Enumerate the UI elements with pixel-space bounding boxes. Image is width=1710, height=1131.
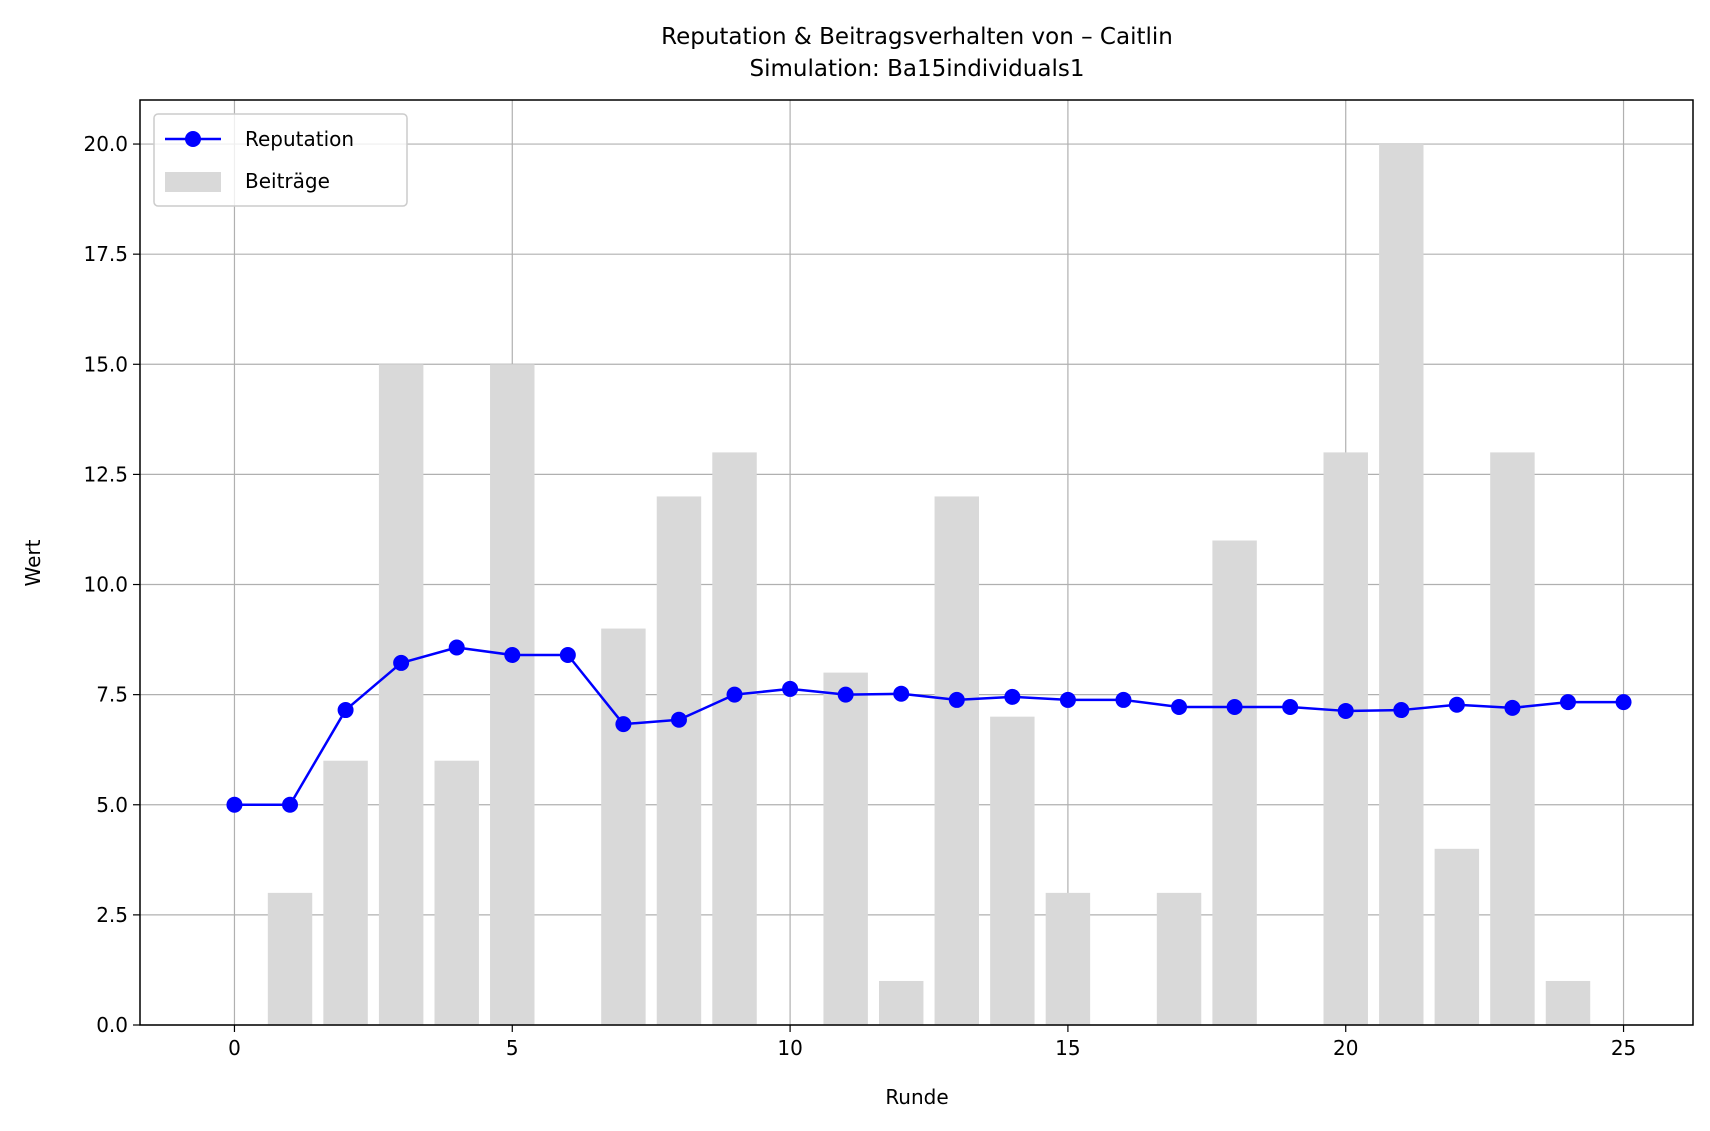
y-tick-label: 17.5 <box>83 242 128 266</box>
bar <box>434 760 479 1025</box>
x-tick-label: 10 <box>777 1036 802 1060</box>
bar <box>823 672 868 1025</box>
reputation-point <box>1004 688 1021 705</box>
reputation-point <box>559 647 576 663</box>
reputation-point <box>1226 698 1243 715</box>
bar <box>1490 452 1535 1025</box>
reputation-point <box>726 686 743 703</box>
x-tick-label: 20 <box>1333 1036 1358 1060</box>
bar <box>1379 144 1424 1026</box>
reputation-point <box>393 654 410 671</box>
reputation-point <box>893 685 910 702</box>
legend: Reputation Beiträge <box>153 113 408 207</box>
bar <box>323 760 368 1025</box>
reputation-point <box>504 647 521 663</box>
y-axis-label: Wert <box>21 539 45 586</box>
plot-area-frame <box>139 99 1694 1026</box>
reputation-point <box>1448 696 1465 713</box>
legend-reputation-label: Reputation <box>245 127 354 151</box>
bar <box>490 364 535 1025</box>
bar <box>1545 980 1591 1025</box>
reputation-point <box>948 691 965 708</box>
reputation-point <box>337 702 354 719</box>
bar <box>656 496 702 1025</box>
y-tick-label: 10.0 <box>83 573 128 597</box>
chart-title: Reputation & Beitragsverhalten von – Cai… <box>661 24 1173 50</box>
y-tick-label: 5.0 <box>96 793 128 817</box>
bar <box>878 980 924 1025</box>
reputation-point <box>1559 694 1576 711</box>
legend-beitraege-swatch <box>165 172 221 192</box>
y-tick-label: 2.5 <box>96 903 128 927</box>
bar <box>1323 452 1368 1025</box>
reputation-point <box>1615 694 1632 711</box>
bar <box>934 496 980 1025</box>
x-tick-label: 0 <box>228 1036 241 1060</box>
y-tick-label: 0.0 <box>96 1013 128 1037</box>
bar <box>1045 892 1091 1025</box>
legend-reputation-marker <box>185 131 201 147</box>
x-axis-label: Runde <box>885 1085 948 1109</box>
reputation-point <box>1282 698 1299 715</box>
bar <box>1434 848 1480 1025</box>
reputation-point <box>670 711 687 728</box>
reputation-point <box>448 639 465 656</box>
chart-subtitle: Simulation: Ba15individuals1 <box>750 56 1085 82</box>
bar <box>267 892 313 1025</box>
y-tick-label: 7.5 <box>96 683 128 707</box>
reputation-point <box>1504 699 1521 716</box>
bar <box>601 628 646 1025</box>
x-tick-label: 15 <box>1055 1036 1080 1060</box>
bar-series-beitraege <box>267 144 1591 1026</box>
x-axis: 0 5 10 15 20 25 <box>228 1025 1636 1060</box>
x-tick-label: 25 <box>1611 1036 1636 1060</box>
reputation-point <box>782 680 799 697</box>
legend-beitraege-label: Beiträge <box>245 169 330 193</box>
reputation-point <box>837 686 854 703</box>
bar <box>1212 540 1257 1025</box>
bar <box>1156 892 1202 1025</box>
bar <box>990 716 1035 1025</box>
bar <box>378 364 424 1025</box>
reputation-point <box>1393 702 1410 719</box>
y-axis: 0.0 2.5 5.0 7.5 10.0 12.5 15.0 17.5 20.0 <box>83 132 140 1037</box>
reputation-point <box>1171 698 1188 715</box>
y-tick-label: 15.0 <box>83 352 128 376</box>
reputation-point <box>282 796 299 813</box>
reputation-line <box>234 646 1624 807</box>
y-tick-label: 12.5 <box>83 462 128 486</box>
reputation-point <box>1059 691 1076 708</box>
reputation-point <box>615 716 632 733</box>
bar <box>712 452 757 1025</box>
reputation-point <box>1337 702 1354 719</box>
y-tick-label: 20.0 <box>83 132 128 156</box>
reputation-point <box>1115 691 1132 708</box>
x-tick-label: 5 <box>506 1036 519 1060</box>
line-series-reputation <box>226 639 1632 813</box>
reputation-point <box>226 796 243 813</box>
